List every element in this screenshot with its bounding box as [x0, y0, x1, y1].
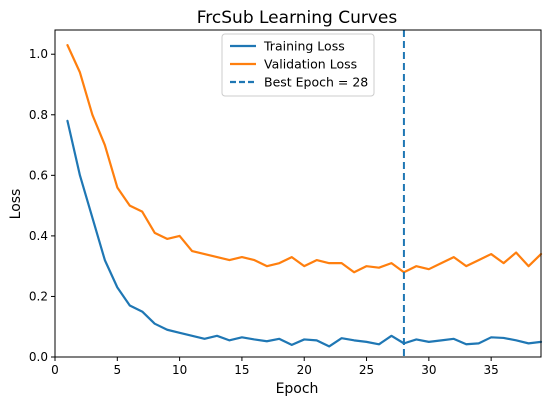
axis-ticks: 0 5 10 15 20 25 30 35 0.0 0.2 0.4 0.6 0.8 1.0 [29, 47, 499, 377]
series-line-training-loss [66, 119, 543, 348]
plot-area: 0 5 10 15 20 25 30 35 0.0 0.2 0.4 0.6 0.8 1.0 [29, 29, 543, 377]
x-tick-label: 35 [484, 363, 499, 377]
legend-label: Validation Loss [264, 57, 357, 72]
series-layer [66, 44, 543, 348]
x-tick-label: 10 [172, 363, 187, 377]
x-tick-label: 20 [297, 363, 312, 377]
series-line-validation-loss [66, 44, 543, 274]
x-tick-label: 30 [421, 363, 436, 377]
x-axis-label: Epoch [276, 381, 319, 397]
y-axis-label: Loss [8, 189, 24, 220]
legend: Training Loss Validation Loss Best Epoch =… [221, 33, 375, 97]
legend-box [221, 33, 375, 97]
y-tick-label: 0.2 [29, 289, 48, 303]
x-tick-label: 25 [359, 363, 374, 377]
y-tick-label: 0.4 [29, 229, 48, 243]
x-tick-label: 15 [234, 363, 249, 377]
y-tick-label: 0.8 [29, 108, 48, 122]
legend-entries: Training Loss Validation Loss Best Epoch =… [230, 39, 368, 90]
y-tick-label: 0.6 [29, 168, 48, 182]
chart-title: FrcSub Learning Curves [197, 8, 398, 28]
legend-label: Training Loss [263, 39, 345, 54]
legend-label: Best Epoch = 28 [264, 75, 368, 90]
y-tick-label: 0.0 [29, 350, 48, 364]
x-tick-label: 5 [113, 363, 121, 377]
plot-frame [54, 29, 542, 358]
y-tick-label: 1.0 [29, 47, 48, 61]
x-tick-label: 0 [51, 363, 59, 377]
